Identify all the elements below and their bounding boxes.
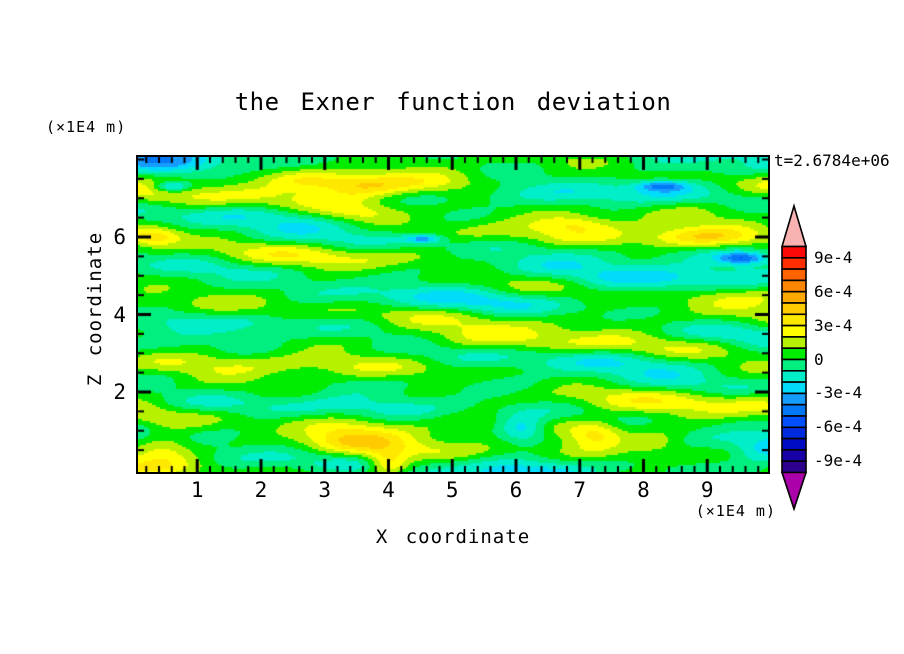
colorbar-segment — [781, 358, 807, 372]
y-axis-unit: (×1E4 m) — [46, 118, 127, 136]
colorbar-segment — [781, 268, 807, 282]
colorbar-segment — [781, 336, 807, 349]
colorbar-label: -9e-4 — [814, 451, 863, 471]
colorbar-segment — [781, 256, 807, 270]
plot-title: the Exner function deviation — [234, 88, 672, 116]
x-tick-label: 3 — [318, 478, 332, 502]
y-tick-label: 6 — [113, 225, 126, 249]
colorbar-segment — [781, 347, 807, 361]
colorbar-label: -6e-4 — [814, 417, 863, 437]
contour-canvas — [138, 157, 768, 472]
colorbar-segment — [781, 449, 807, 462]
colorbar-segment — [781, 324, 807, 338]
colorbar-label: -3e-4 — [814, 383, 863, 403]
plot-area — [136, 155, 770, 474]
colorbar-segment — [781, 392, 807, 406]
colorbar-segment — [781, 415, 807, 429]
colorbar-label: 0 — [814, 349, 824, 369]
colorbar — [780, 203, 808, 512]
colorbar-segment — [781, 460, 807, 474]
colorbar-over-arrow — [780, 203, 808, 248]
colorbar-segment — [781, 381, 807, 395]
colorbar-segment — [781, 426, 807, 440]
colorbar-label: 9e-4 — [814, 247, 853, 267]
x-tick-label: 5 — [445, 478, 459, 502]
x-tick-label: 1 — [190, 478, 204, 502]
y-tick-label: 4 — [113, 302, 126, 327]
colorbar-segment — [781, 279, 807, 293]
colorbar-segment — [781, 290, 807, 304]
x-tick-label: 6 — [509, 478, 523, 502]
colorbar-segment — [781, 403, 807, 417]
y-axis-label: Z coordinate — [84, 231, 106, 387]
x-tick-label: 4 — [382, 478, 395, 502]
colorbar-segment — [781, 437, 807, 451]
x-axis-unit: (×1E4 m) — [695, 502, 776, 520]
x-tick-label: 8 — [637, 478, 650, 502]
colorbar-segment — [781, 302, 807, 316]
colorbar-label: 6e-4 — [814, 281, 853, 301]
x-axis-label: X coordinate — [375, 526, 531, 548]
colorbar-label: 3e-4 — [814, 315, 853, 335]
colorbar-segment — [781, 370, 807, 383]
x-tick-label: 7 — [573, 478, 587, 502]
colorbar-under-arrow — [780, 471, 808, 512]
time-annotation: t=2.6784e+06 — [774, 151, 890, 170]
colorbar-segment — [781, 313, 807, 327]
x-tick-label: 2 — [254, 478, 268, 502]
y-tick-label: 2 — [113, 380, 126, 404]
x-tick-label: 9 — [700, 478, 714, 502]
colorbar-segment — [781, 245, 807, 259]
